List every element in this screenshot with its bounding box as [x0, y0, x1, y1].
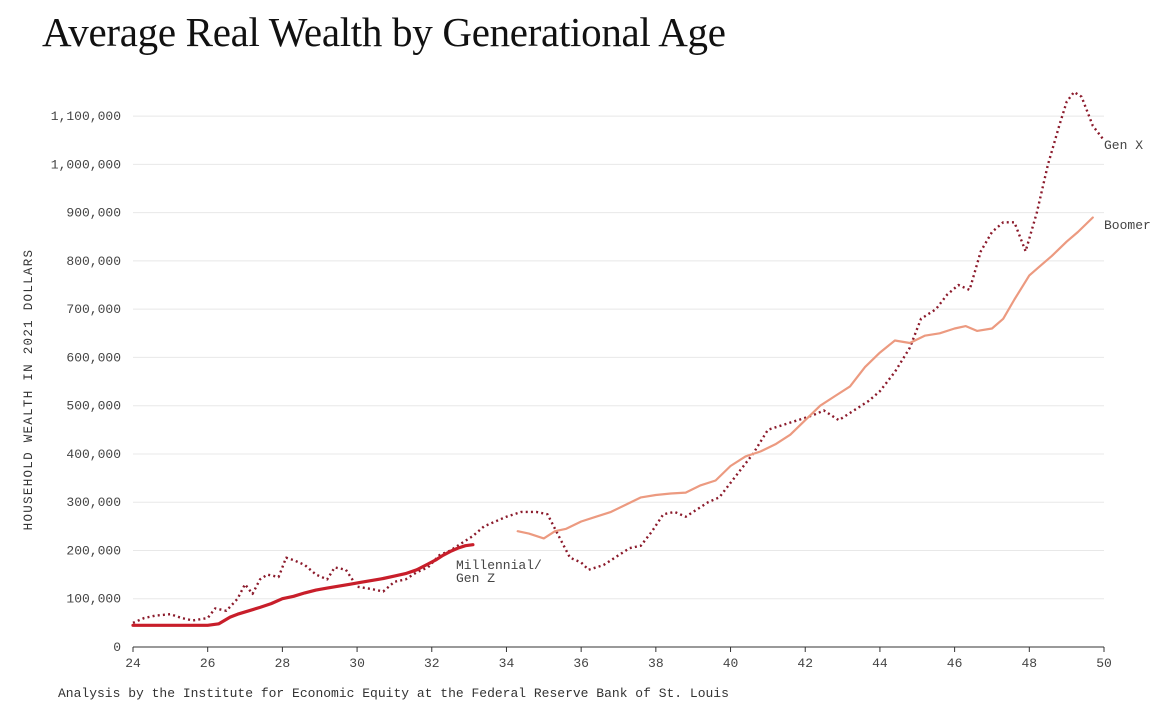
- x-tick-label: 26: [200, 656, 216, 671]
- series-boomer: [516, 216, 1094, 540]
- y-tick-label: 0: [113, 640, 121, 655]
- y-tick-label: 200,000: [66, 543, 121, 558]
- y-tick-label: 1,000,000: [51, 157, 121, 172]
- y-tick-label: 100,000: [66, 592, 121, 607]
- y-tick-label: 800,000: [66, 254, 121, 269]
- gridlines: [133, 115, 1104, 600]
- x-tick-label: 46: [947, 656, 963, 671]
- x-tick-label: 38: [648, 656, 664, 671]
- source-note: Analysis by the Institute for Economic E…: [58, 686, 729, 701]
- x-tick-label: 28: [275, 656, 291, 671]
- chart-title: Average Real Wealth by Generational Age: [42, 9, 726, 55]
- y-tick-label: 600,000: [66, 350, 121, 365]
- y-tick-label: 1,100,000: [51, 109, 121, 124]
- series-label-millennial: Millennial/: [456, 558, 542, 573]
- series-label-genx: Gen X: [1104, 138, 1143, 153]
- y-tick-label: 300,000: [66, 495, 121, 510]
- x-tick-label: 36: [573, 656, 589, 671]
- y-axis-ticks: 0 100,000 200,000 300,000 400,000 500,000 600,…: [51, 109, 121, 655]
- y-axis-label: HOUSEHOLD WEALTH IN 2021 DOLLARS: [22, 249, 36, 531]
- x-tick-label: 24: [125, 656, 141, 671]
- x-tick-label: 40: [723, 656, 739, 671]
- x-tick-label: 34: [499, 656, 515, 671]
- x-tick-label: 32: [424, 656, 440, 671]
- series-label-boomer: Boomer: [1104, 218, 1151, 233]
- series-millennial: [131, 543, 475, 627]
- x-tick-label: 48: [1022, 656, 1038, 671]
- y-tick-label: 400,000: [66, 447, 121, 462]
- x-tick-label: 44: [872, 656, 888, 671]
- x-axis-ticks: 24 26 28 30 32 34 36 38 40 42 44 46 48 50: [125, 647, 1112, 671]
- series-label-genz: Gen Z: [456, 571, 495, 586]
- y-tick-label: 700,000: [66, 302, 121, 317]
- y-tick-label: 500,000: [66, 399, 121, 414]
- series-lines: [131, 90, 1105, 627]
- x-tick-label: 50: [1096, 656, 1112, 671]
- x-tick-label: 30: [349, 656, 365, 671]
- x-tick-label: 42: [797, 656, 813, 671]
- y-tick-label: 900,000: [66, 206, 121, 221]
